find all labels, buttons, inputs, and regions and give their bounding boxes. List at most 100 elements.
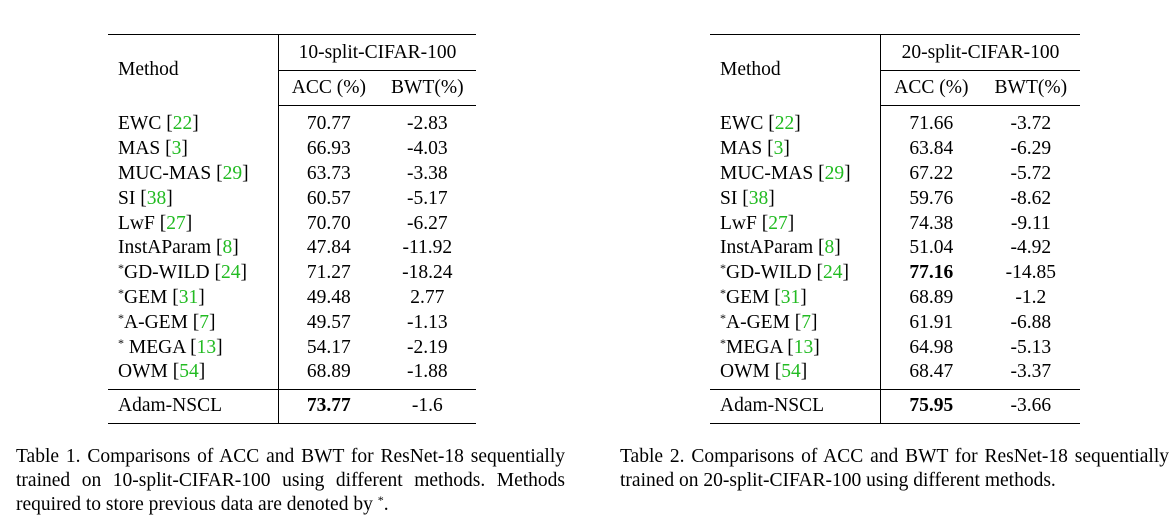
method-cell: SI [38] (720, 187, 775, 209)
table-row: LwF [27] 70.70 -6.27 (108, 211, 476, 236)
citation-link[interactable]: 8 (222, 237, 233, 259)
method-name: InstAParam (118, 237, 217, 259)
table-row: *GD-WILD [24] 77.16 -14.85 (710, 260, 1080, 286)
bwt-header: BWT(%) (981, 70, 1080, 106)
bwt-cell: -3.72 (1010, 113, 1052, 135)
bwt-cell: -3.38 (407, 162, 448, 184)
citation-link[interactable]: 22 (172, 113, 193, 135)
bwt-cell: -1.2 (1015, 286, 1047, 308)
citation-link[interactable]: 7 (199, 311, 210, 333)
acc-cell: 68.89 (277, 359, 379, 390)
citation-link[interactable]: 54 (179, 361, 199, 383)
table-row: *GEM [31] 49.48 2.77 (108, 285, 476, 311)
final-acc: 75.95 (879, 388, 982, 424)
results-table-1: Method 10-split-CIFAR-100 ACC (%) BWT(%)… (108, 34, 476, 424)
table-row: EWC [22] 71.66 -3.72 (710, 105, 1080, 137)
method-cell: *MEGA [13] (720, 335, 820, 358)
method-name: GEM (124, 286, 173, 308)
acc-cell: 74.38 (879, 211, 982, 236)
citation-link[interactable]: 29 (222, 162, 243, 184)
acc-cell: 70.77 (277, 105, 379, 137)
table-row: *GD-WILD [24] 71.27 -18.24 (108, 260, 476, 286)
table-1-caption: Table 1. Comparisons of ACC and BWT for … (16, 445, 565, 517)
caption-text: Table 2. Comparisons of ACC and BWT for … (620, 446, 1169, 491)
final-method: Adam-NSCL (108, 388, 279, 424)
citation-link[interactable]: 8 (824, 237, 835, 259)
method-cell: MAS [3] (118, 138, 188, 160)
method-name: MAS (118, 138, 166, 160)
citation-link[interactable]: 31 (780, 286, 801, 308)
bwt-header: BWT(%) (378, 70, 476, 106)
citation-link[interactable]: 38 (748, 187, 769, 209)
table-row: *A-GEM [7] 49.57 -1.13 (108, 310, 476, 336)
bwt-cell: -5.17 (407, 187, 448, 209)
acc-cell: 63.84 (879, 136, 982, 162)
method-cell: * MEGA [13] (118, 335, 223, 358)
table-body: EWC [22] 71.66 -3.72 MAS [3] 63.84 -6.29 MUC-M… (710, 105, 1080, 390)
data-star: * (118, 285, 124, 300)
citation-link[interactable]: 24 (220, 262, 241, 284)
citation-link[interactable]: 13 (793, 336, 814, 358)
citation-link[interactable]: 27 (166, 212, 186, 234)
citation-link[interactable]: 3 (773, 138, 784, 160)
final-method: Adam-NSCL (710, 388, 881, 424)
citation-link[interactable]: 7 (801, 311, 812, 333)
acc-cell: 47.84 (277, 235, 379, 261)
citation-link[interactable]: 31 (178, 286, 199, 308)
citation-link[interactable]: 54 (781, 361, 801, 383)
table-row: *MEGA [13] 64.98 -5.13 (710, 335, 1080, 360)
citation-link[interactable]: 24 (822, 262, 843, 284)
method-cell: *A-GEM [7] (118, 310, 216, 333)
citation-link[interactable]: 38 (146, 187, 167, 209)
acc-cell: 71.66 (879, 105, 982, 137)
method-name: InstAParam (720, 237, 819, 259)
citation-link[interactable]: 22 (774, 113, 795, 135)
bwt-cell: -8.62 (1010, 187, 1052, 209)
bwt-cell: -1.13 (407, 311, 448, 333)
method-cell: *A-GEM [7] (720, 310, 818, 333)
bwt-cell: -4.92 (1010, 237, 1052, 259)
method-cell: EWC [22] (118, 113, 199, 135)
bwt-cell: -5.72 (1010, 162, 1052, 184)
table-row: MUC-MAS [29] 63.73 -3.38 (108, 161, 476, 187)
method-name: GD-WILD (124, 262, 215, 284)
method-cell: *GEM [31] (118, 285, 205, 308)
method-cell: MAS [3] (720, 138, 790, 160)
table-row: SI [38] 60.57 -5.17 (108, 186, 476, 212)
method-cell: OWM [54] (118, 361, 206, 383)
group-header: 20-split-CIFAR-100 (880, 34, 1080, 71)
method-cell: LwF [27] (720, 212, 795, 234)
table-row: OWM [54] 68.89 -1.88 (108, 359, 476, 390)
citation-link[interactable]: 13 (196, 336, 217, 358)
citation-link[interactable]: 3 (171, 138, 182, 160)
acc-cell: 77.16 (879, 260, 982, 286)
acc-cell: 64.98 (879, 335, 982, 360)
method-cell: LwF [27] (118, 212, 193, 234)
citation-link[interactable]: 27 (768, 212, 788, 234)
caption-text: Table 1. Comparisons of ACC and BWT for … (16, 446, 565, 515)
data-star: * (720, 310, 726, 325)
table-row: LwF [27] 74.38 -9.11 (710, 211, 1080, 236)
acc-cell: 59.76 (879, 186, 982, 212)
acc-cell: 66.93 (277, 136, 379, 162)
method-name: A-GEM (726, 311, 795, 333)
table-row: EWC [22] 70.77 -2.83 (108, 105, 476, 137)
method-name: GEM (726, 286, 775, 308)
method-name: OWM (118, 361, 173, 383)
bwt-cell: -2.83 (407, 113, 448, 135)
method-name: SI (720, 187, 743, 209)
acc-cell: 51.04 (879, 235, 982, 261)
method-name: SI (118, 187, 141, 209)
final-bwt: -1.6 (378, 388, 476, 424)
table-row: InstAParam [8] 51.04 -4.92 (710, 235, 1080, 261)
bwt-cell: -4.03 (407, 138, 448, 160)
method-header: Method (710, 34, 881, 106)
acc-cell: 54.17 (277, 335, 379, 360)
citation-link[interactable]: 29 (824, 162, 845, 184)
data-star: * (118, 335, 124, 350)
table-row: InstAParam [8] 47.84 -11.92 (108, 235, 476, 261)
method-name: EWC (720, 113, 769, 135)
method-cell: InstAParam [8] (720, 237, 841, 259)
data-star: * (118, 310, 124, 325)
method-name: MAS (720, 138, 768, 160)
